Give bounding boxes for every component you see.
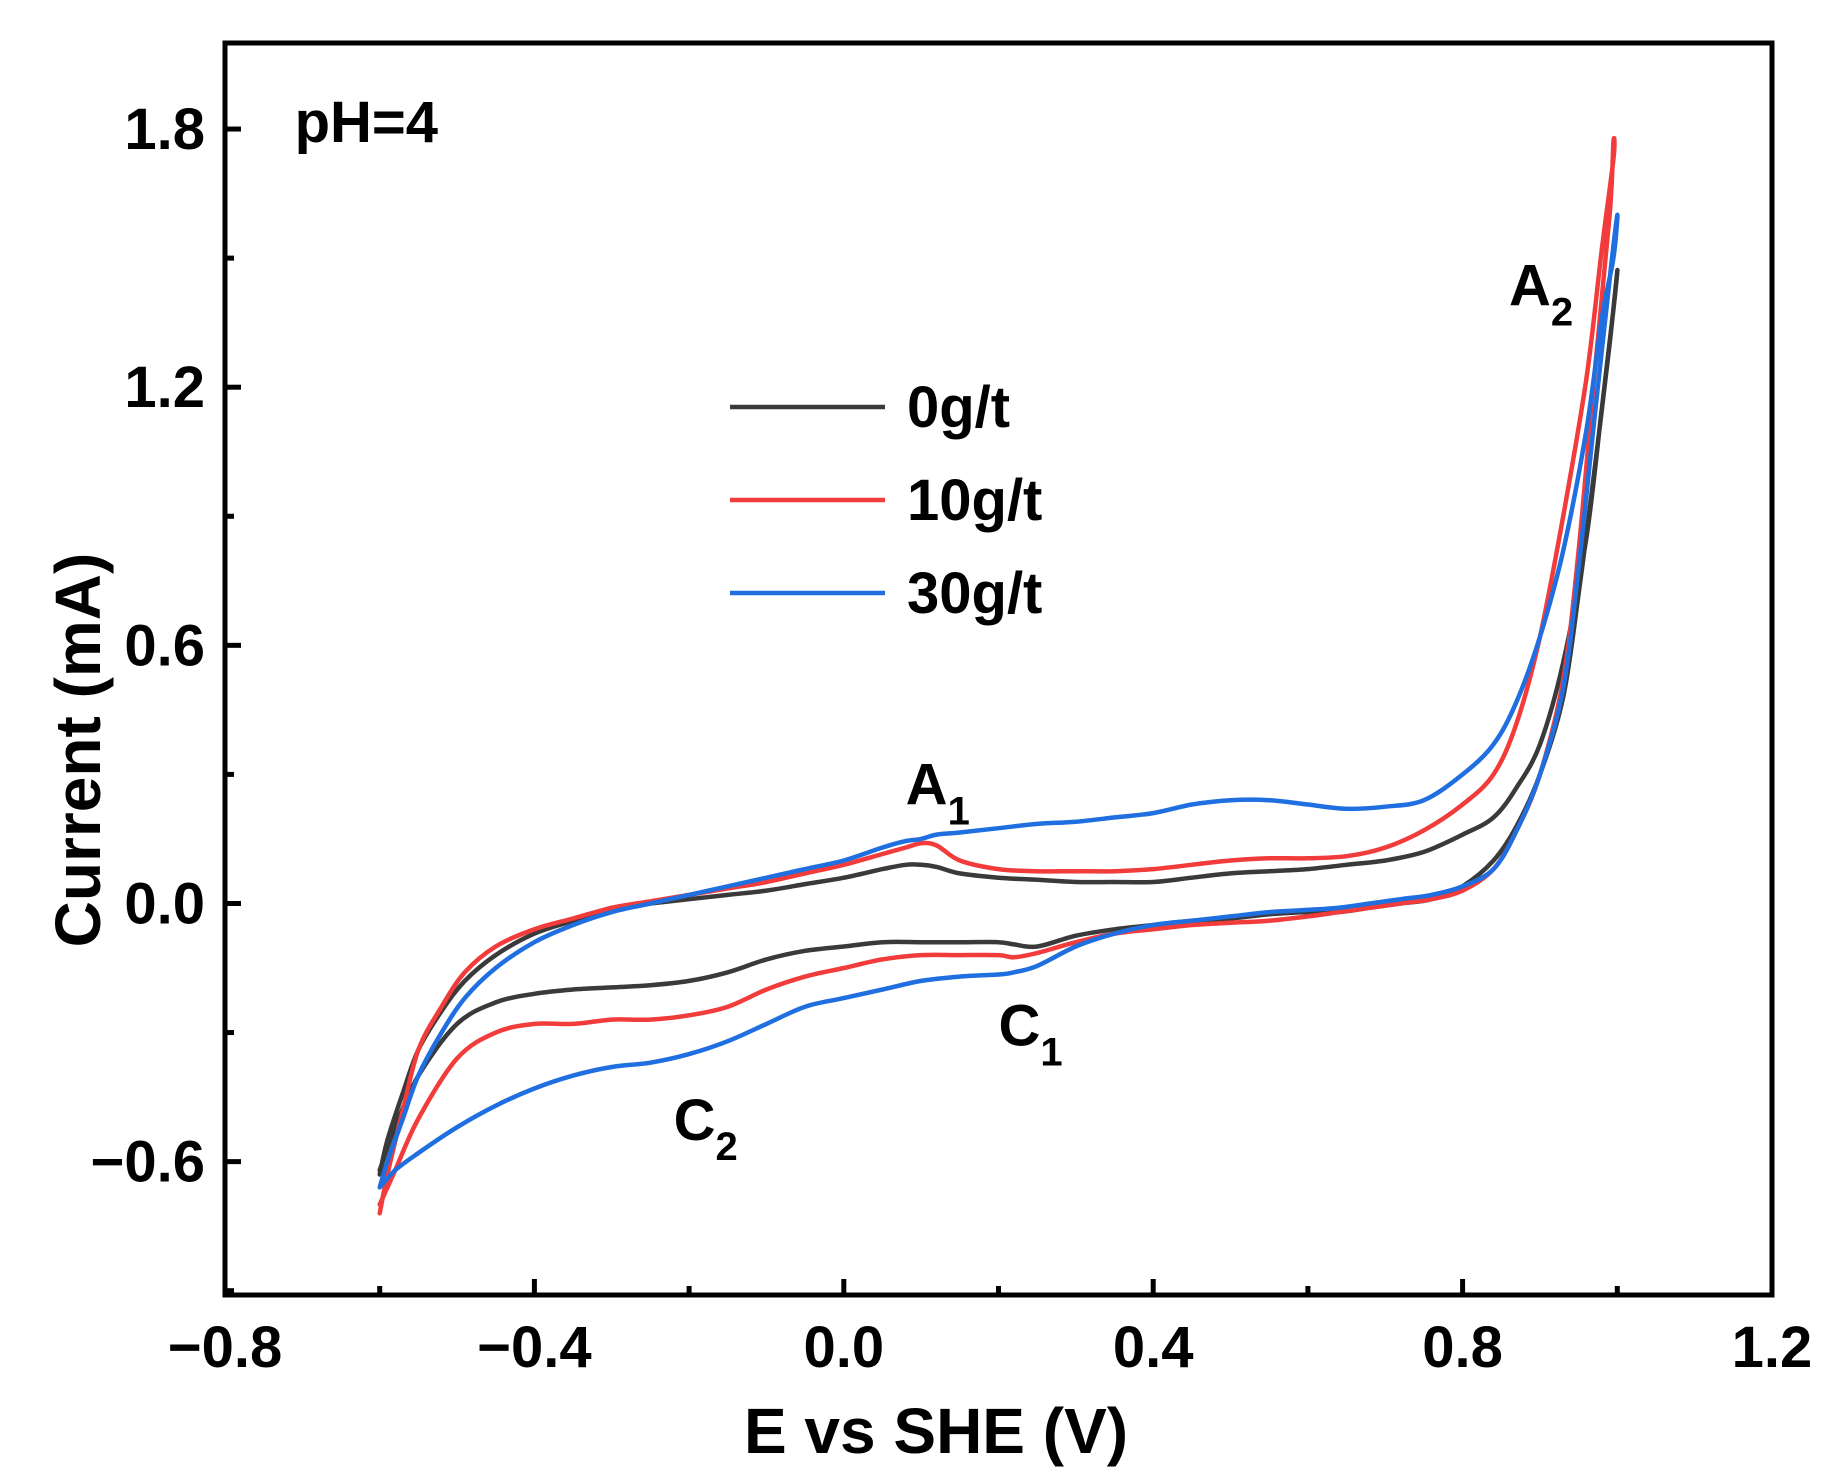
annotation-main: A xyxy=(1509,253,1551,318)
x-axis-label: E vs SHE (V) xyxy=(744,1395,1128,1467)
series-line-30g-per-t xyxy=(377,212,1620,1190)
annotation-label: C2 xyxy=(674,1088,738,1169)
plot-frame xyxy=(222,40,1775,1298)
legend-label: 30g/t xyxy=(907,561,1042,626)
x-tick-label: −0.4 xyxy=(477,1315,592,1380)
y-tick-label: 1.2 xyxy=(124,355,205,420)
y-tick-label: 0.0 xyxy=(124,871,205,936)
annotation-label: C1 xyxy=(999,993,1063,1074)
annotation-main: A xyxy=(906,753,948,818)
legend: 0g/t 10g/t 30g/t xyxy=(730,375,1042,626)
x-tick-label: 0.0 xyxy=(803,1315,884,1380)
annotation-label: A1 xyxy=(906,753,970,834)
annotation-label: A2 xyxy=(1509,253,1573,334)
y-tick-label: 0.6 xyxy=(124,613,205,678)
annotation-subscript: 1 xyxy=(948,790,970,834)
annotation-main: C xyxy=(999,993,1041,1058)
annotation-main: pH=4 xyxy=(295,90,438,155)
y-tick-label: −0.6 xyxy=(91,1130,206,1195)
annotation-subscript: 2 xyxy=(1551,290,1573,334)
legend-label: 10g/t xyxy=(907,468,1042,533)
series-line-10g-per-t xyxy=(377,135,1617,1216)
series-line-0g-per-t xyxy=(377,267,1620,1177)
x-tick-label: −0.8 xyxy=(168,1315,283,1380)
y-tick-label: 1.8 xyxy=(124,97,205,162)
x-tick-label: 0.4 xyxy=(1113,1315,1194,1380)
x-tick-label: 1.2 xyxy=(1732,1315,1813,1380)
annotation-label: pH=4 xyxy=(295,90,438,155)
annotation-main: C xyxy=(674,1088,716,1153)
y-axis-label: Current (mA) xyxy=(42,553,114,948)
x-tick-label: 0.8 xyxy=(1422,1315,1503,1380)
annotation-subscript: 2 xyxy=(716,1125,738,1169)
annotation-subscript: 1 xyxy=(1040,1030,1062,1074)
legend-label: 0g/t xyxy=(907,375,1010,440)
series-layer xyxy=(377,135,1620,1216)
axis-ticks: −0.8 −0.4 0.0 0.4 0.8 1.2 −0.6 0.0 0.6 1.2 1.8 xyxy=(91,97,1813,1380)
